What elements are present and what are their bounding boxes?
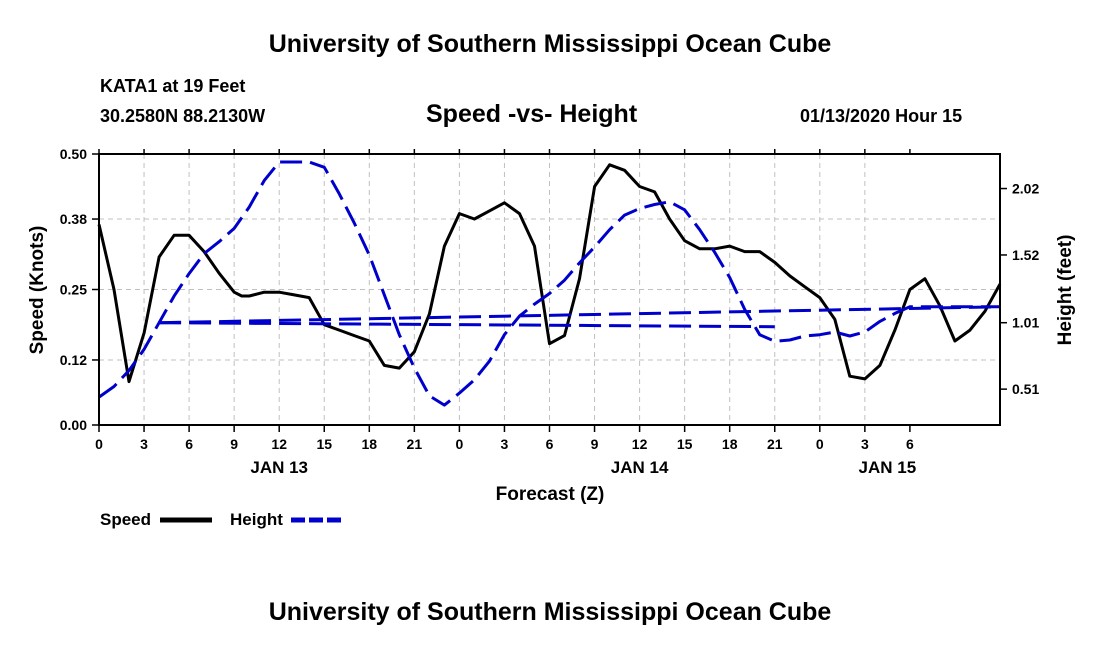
x-tick-label: 6 — [185, 436, 193, 452]
x-tick-label: 15 — [316, 436, 332, 452]
x-tick-label: 6 — [546, 436, 554, 452]
height-reference-line — [159, 305, 1001, 325]
axes: 0 3 6 9 12 15 18 21 0 3 6 9 12 15 18 21 0 3 6 JAN 13 JAN 14 J… — [60, 146, 1040, 477]
y-right-tick-label: 1.01 — [1012, 315, 1039, 331]
y-axis-label-right: Height (feet) — [1055, 235, 1076, 346]
x-tick-label: 3 — [501, 436, 509, 452]
x-tick-label: 9 — [230, 436, 238, 452]
x-tick-label: 18 — [722, 436, 738, 452]
station-coordinates: 30.2580N 88.2130W — [100, 106, 266, 126]
grid-lines — [99, 154, 1000, 425]
x-tick-label: 6 — [906, 436, 914, 452]
x-date-label: JAN 14 — [611, 458, 669, 477]
y-axis-label-left: Speed (Knots) — [27, 226, 48, 355]
x-tick-label: 12 — [271, 436, 287, 452]
series-layer — [97, 160, 1002, 407]
y-left-tick-label: 0.50 — [60, 146, 87, 162]
legend: Speed Height — [100, 510, 342, 529]
chart-title-top: University of Southern Mississippi Ocean… — [268, 30, 832, 58]
y-left-tick-label: 0.25 — [60, 282, 87, 298]
x-axis-label: Forecast (Z) — [496, 484, 605, 505]
x-tick-label: 9 — [591, 436, 599, 452]
y-right-tick-label: 1.52 — [1012, 247, 1039, 263]
y-left-tick-label: 0.00 — [60, 417, 87, 433]
series-height-line — [98, 160, 1000, 407]
x-tick-label: 15 — [677, 436, 693, 452]
x-tick-label: 3 — [861, 436, 869, 452]
x-date-label: JAN 13 — [250, 458, 308, 477]
legend-speed-label: Speed — [100, 510, 151, 529]
x-tick-label: 3 — [140, 436, 148, 452]
y-left-tick-label: 0.38 — [60, 211, 87, 227]
x-date-label: JAN 15 — [859, 458, 917, 477]
series-speed-line — [97, 163, 1002, 384]
x-tick-label: 18 — [362, 436, 378, 452]
forecast-datetime: 01/13/2020 Hour 15 — [800, 106, 963, 126]
x-tick-label: 0 — [456, 436, 464, 452]
x-tick-label: 0 — [95, 436, 103, 452]
chart-subtitle: Speed -vs- Height — [426, 100, 638, 128]
chart-title-bottom: University of Southern Mississippi Ocean… — [268, 598, 832, 626]
x-tick-label: 21 — [407, 436, 423, 452]
height-reference-line — [159, 321, 775, 329]
y-left-tick-label: 0.12 — [60, 352, 87, 368]
x-tick-label: 12 — [632, 436, 648, 452]
y-right-tick-label: 0.51 — [1012, 381, 1039, 397]
y-right-tick-label: 2.02 — [1012, 181, 1039, 197]
x-tick-label: 21 — [767, 436, 783, 452]
legend-height-label: Height — [230, 510, 283, 529]
x-tick-label: 0 — [816, 436, 824, 452]
station-label: KATA1 at 19 Feet — [100, 76, 246, 96]
